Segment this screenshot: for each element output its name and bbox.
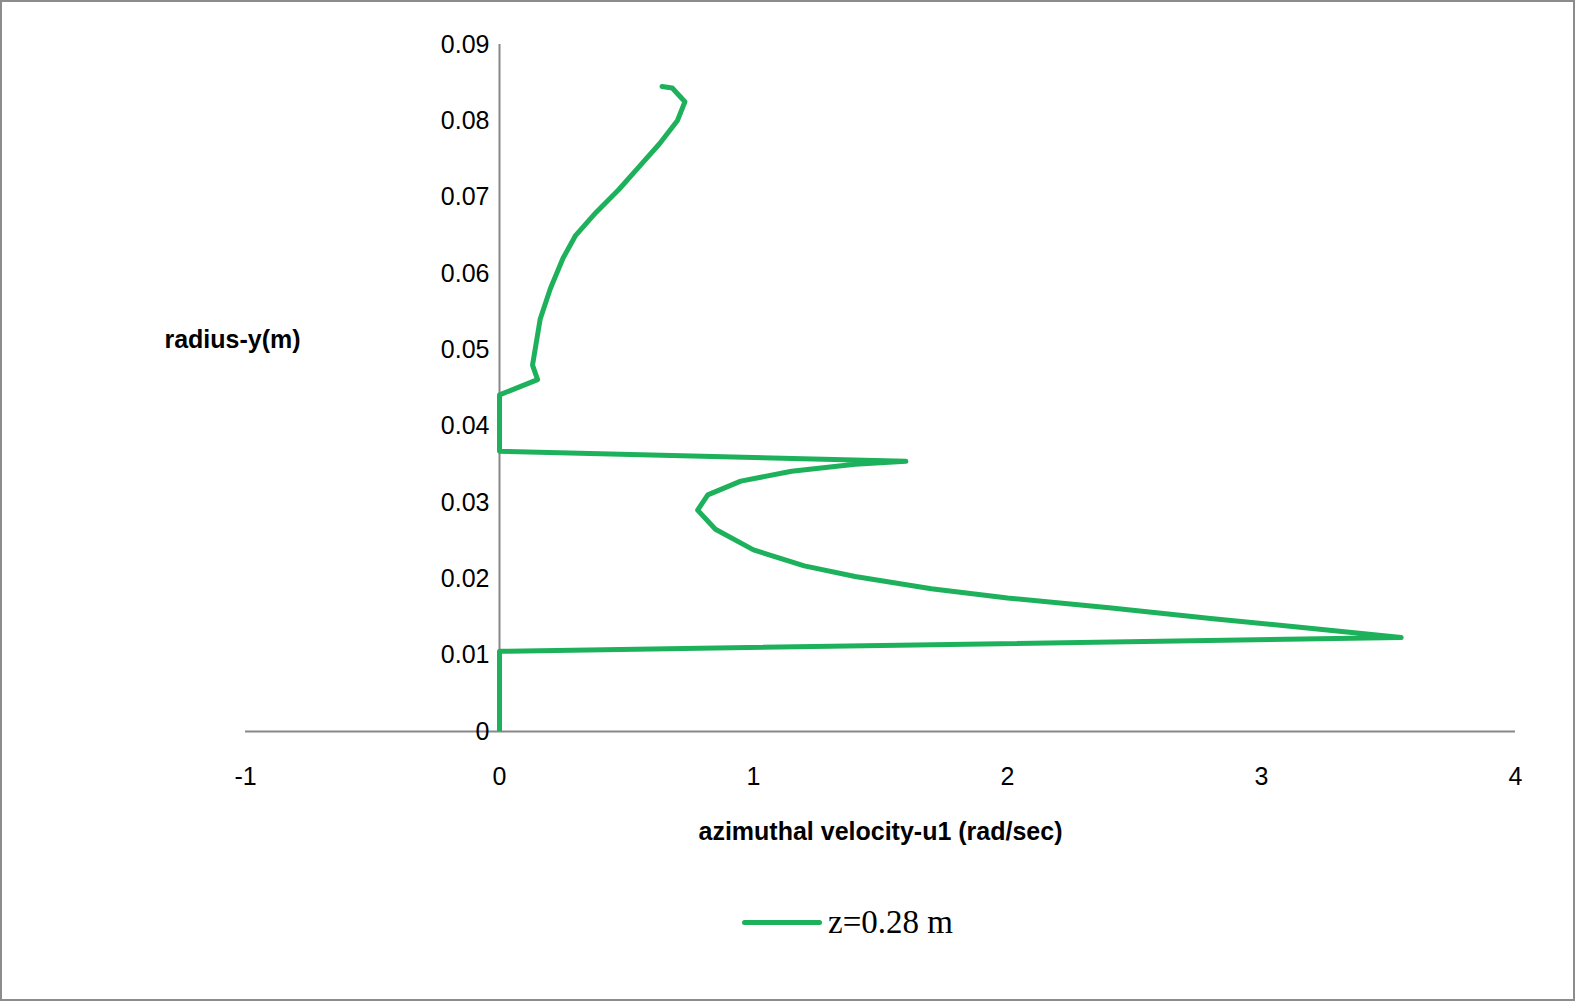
svg-text:0.05: 0.05 — [441, 335, 490, 363]
html-text:z=0.28 m: z=0.28 m — [828, 904, 953, 940]
svg-text:0.02: 0.02 — [441, 564, 490, 592]
svg-text:0: 0 — [476, 717, 490, 745]
svg-text:0.09: 0.09 — [441, 30, 490, 58]
svg-text:2: 2 — [1001, 762, 1015, 790]
svg-text:0: 0 — [493, 762, 507, 790]
svg-text:-1: -1 — [234, 762, 256, 790]
svg-text:azimuthal velocity-u1 (rad/sec: azimuthal velocity-u1 (rad/sec) — [698, 817, 1062, 845]
svg-text:0.06: 0.06 — [441, 259, 490, 287]
svg-text:0.07: 0.07 — [441, 182, 490, 210]
svg-text:0.03: 0.03 — [441, 488, 490, 516]
svg-text:3: 3 — [1255, 762, 1269, 790]
svg-text:4: 4 — [1509, 762, 1523, 790]
svg-text:radius-y(m): radius-y(m) — [164, 325, 300, 353]
svg-text:0.04: 0.04 — [441, 411, 490, 439]
svg-text:0.08: 0.08 — [441, 106, 490, 134]
svg-text:0.01: 0.01 — [441, 640, 490, 668]
svg-text:1: 1 — [747, 762, 761, 790]
